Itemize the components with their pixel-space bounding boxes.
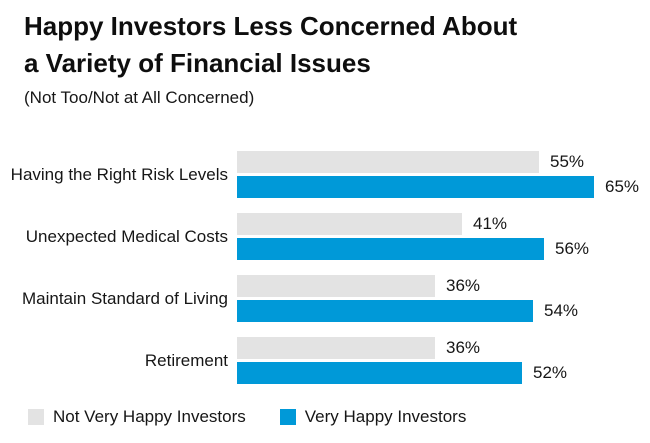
bar-group: 36% 52% bbox=[237, 337, 650, 384]
bar-not-very-happy-investors bbox=[237, 275, 435, 297]
chart-title: Happy Investors Less Concerned About a V… bbox=[24, 8, 630, 82]
value-label: 52% bbox=[533, 363, 568, 382]
legend-swatch-very-happy bbox=[279, 409, 296, 425]
value-label: 54% bbox=[544, 301, 579, 320]
chart-group-unexpected-medical-costs: Unexpected Medical Costs 41% 56% bbox=[0, 213, 650, 260]
chart-title-line2: a Variety of Financial Issues bbox=[24, 48, 371, 78]
bar-very-happy-investors bbox=[237, 238, 544, 260]
chart-legend: Not Very Happy Investors Very Happy Inve… bbox=[28, 407, 500, 427]
bar-not-very-happy-investors bbox=[237, 337, 435, 359]
category-label: Having the Right Risk Levels bbox=[10, 164, 228, 184]
bar-group: 41% 56% bbox=[237, 213, 650, 260]
legend-item-very-happy: Very Happy Investors bbox=[279, 407, 467, 427]
bar-group: 36% 54% bbox=[237, 275, 650, 322]
legend-label-not-very-happy: Not Very Happy Investors bbox=[53, 407, 246, 426]
chart-header: Happy Investors Less Concerned About a V… bbox=[24, 8, 630, 108]
bar-chart: Having the Right Risk Levels 55% 65% Unexpe… bbox=[0, 151, 650, 384]
bar-group: 55% 65% bbox=[237, 151, 650, 198]
category-label: Unexpected Medical Costs bbox=[25, 226, 228, 246]
bar-not-very-happy-investors bbox=[237, 213, 462, 235]
legend-label-very-happy: Very Happy Investors bbox=[304, 407, 467, 426]
value-label: 36% bbox=[446, 338, 481, 357]
category-label: Retirement bbox=[144, 350, 228, 370]
bar-line: 36% bbox=[237, 337, 650, 359]
bar-very-happy-investors bbox=[237, 362, 522, 384]
value-label: 36% bbox=[446, 276, 481, 295]
bar-very-happy-investors bbox=[237, 300, 533, 322]
bar-line: 41% bbox=[237, 213, 650, 235]
value-label: 56% bbox=[555, 239, 590, 258]
chart-subtitle: (Not Too/Not at All Concerned) bbox=[24, 88, 255, 107]
bar-very-happy-investors bbox=[237, 176, 594, 198]
category-label: Maintain Standard of Living bbox=[21, 288, 228, 308]
value-label: 55% bbox=[550, 152, 585, 171]
bar-line: 65% bbox=[237, 176, 650, 198]
legend-item-not-very-happy: Not Very Happy Investors bbox=[28, 407, 246, 427]
bar-not-very-happy-investors bbox=[237, 151, 539, 173]
bar-line: 55% bbox=[237, 151, 650, 173]
legend-swatch-not-very-happy bbox=[28, 409, 44, 425]
bar-line: 56% bbox=[237, 238, 650, 260]
chart-group-maintain-standard-of-living: Maintain Standard of Living 36% 54% bbox=[0, 275, 650, 322]
bar-line: 54% bbox=[237, 300, 650, 322]
value-label: 65% bbox=[605, 177, 640, 196]
bar-line: 36% bbox=[237, 275, 650, 297]
chart-group-retirement: Retirement 36% 52% bbox=[0, 337, 650, 384]
chart-group-having-the-right-risk-levels: Having the Right Risk Levels 55% 65% bbox=[0, 151, 650, 198]
bar-line: 52% bbox=[237, 362, 650, 384]
value-label: 41% bbox=[473, 214, 508, 233]
chart-title-line1: Happy Investors Less Concerned About bbox=[24, 11, 518, 41]
